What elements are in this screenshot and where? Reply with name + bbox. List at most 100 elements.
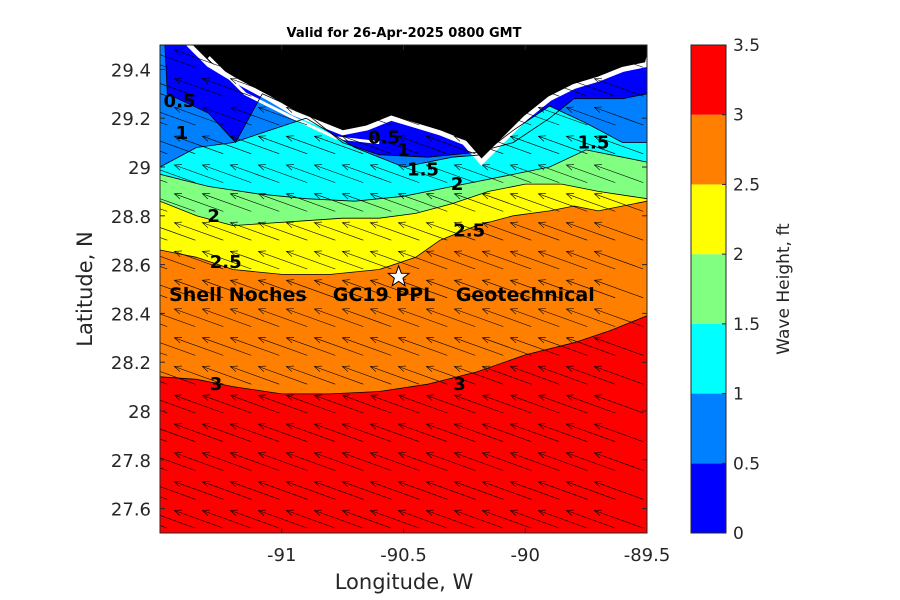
wave-arrow [425,77,476,97]
wave-arrow [593,337,644,356]
wave-arrow [257,250,308,270]
wave-arrow [160,54,196,68]
wave-arrow [481,49,532,68]
wave-arrow [201,135,252,155]
contour-label: 1.5 [577,133,609,154]
wave-arrow [369,135,420,155]
wave-arrow [285,308,336,327]
wave-arrow [481,337,532,356]
wave-arrow [453,164,504,183]
wave-arrow [397,250,448,270]
wave-arrow [481,135,532,155]
x-tick-label: -91 [267,545,296,566]
y-tick-label: 27.6 [111,500,151,521]
colorbar-label: Wave Height, ft [774,223,794,355]
wave-arrow [509,164,560,183]
wave-arrow [425,509,476,529]
wave-arrow [425,279,476,299]
wave-arrow [565,250,616,270]
wave-arrow [160,399,196,414]
wave-arrow [173,452,224,471]
wave-arrow [453,337,504,356]
wave-arrow [229,250,280,270]
contour-label: 1 [397,140,410,161]
wave-arrow [341,193,392,212]
site-annotation: GC19 PPL [333,284,436,306]
wave-arrow [397,308,448,327]
wave-arrow [201,250,252,270]
wave-arrow [313,308,364,327]
wave-arrow [229,337,280,356]
wave-arrow [201,164,252,183]
wave-arrow [509,221,560,241]
annotations: Shell Noches GC19 PPL Geotechnical [169,284,595,306]
wave-arrow [565,452,616,471]
contour-line-2.5 [160,200,647,275]
wave-arrow [397,135,448,155]
wave-arrow [453,279,504,299]
wave-arrow [565,365,616,385]
wave-arrow [369,481,420,500]
contour-label: 3 [453,374,466,395]
wave-arrow [229,365,280,385]
wave-arrow [285,452,336,471]
wave-arrow [229,221,280,241]
wave-arrow [481,509,532,529]
wave-arrow [173,308,224,327]
wave-arrow [285,250,336,270]
wave-arrow [285,337,336,356]
wave-arrow [397,509,448,529]
wave-arrow [160,342,196,356]
wave-arrow [173,250,224,270]
wave-arrow [257,49,308,68]
x-tick-label: -89.5 [624,545,671,566]
site-marker [386,264,411,287]
wave-arrow [453,308,504,327]
wave-arrow [229,452,280,471]
wave-arrow [425,394,476,414]
wave-arrow [453,509,504,529]
wave-arrow [229,135,280,155]
colorbar-frame [690,44,727,534]
wave-arrow [369,106,420,126]
wave-arrow [509,49,560,68]
wave-arrow [173,77,224,97]
wave-arrow [313,221,364,241]
wave-arrow [313,250,364,270]
wave-arrow [565,77,616,97]
wave-arrow [509,423,560,442]
y-tick-label: 28.4 [111,304,151,325]
wave-arrow [425,193,476,212]
wave-arrow [369,509,420,529]
wave-arrow [509,308,560,327]
wave-arrow [453,250,504,270]
wave-arrow [593,193,644,212]
wave-arrow [453,423,504,442]
wave-arrow [369,394,420,414]
wave-arrow [341,337,392,356]
wave-arrow [481,452,532,471]
shoreline [207,56,380,145]
wave-arrow [425,423,476,442]
wave-arrow [425,221,476,241]
wave-arrow [257,365,308,385]
wave-arrow [425,135,476,155]
wave-arrow [341,509,392,529]
wave-arrow [593,452,644,471]
wave-arrow [160,140,196,155]
wave-arrow [173,279,224,299]
wave-arrow [425,49,476,68]
contour-label: 2.5 [453,220,485,241]
wave-arrow [565,279,616,299]
wave-arrow [173,481,224,500]
wave-arrow [313,509,364,529]
colorbar-swatch [691,393,726,464]
wave-arrow [257,509,308,529]
wave-arrow [257,77,308,97]
wave-arrow [453,135,504,155]
wave-arrow [173,509,224,529]
wave-arrow [593,308,644,327]
wave-arrow [173,106,224,126]
